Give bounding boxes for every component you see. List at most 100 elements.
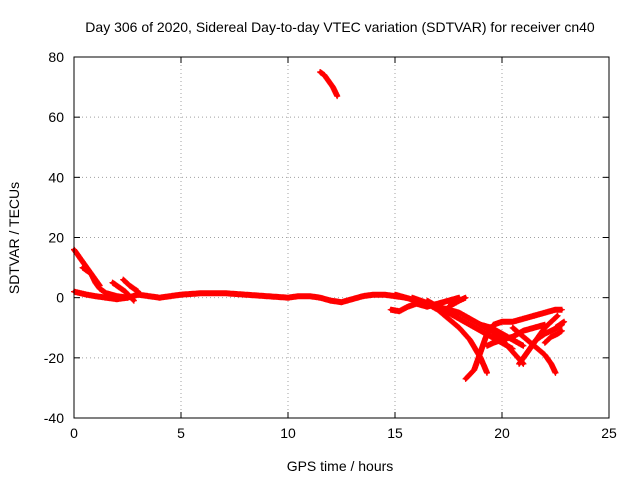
y-tick-label: -40 — [44, 410, 64, 426]
y-tick-label: 60 — [48, 109, 64, 125]
x-tick-label: 5 — [177, 425, 185, 441]
x-tick-label: 20 — [494, 425, 510, 441]
data-point — [558, 323, 562, 327]
data-point — [560, 308, 564, 312]
x-tick-label: 25 — [601, 425, 617, 441]
series-arc-11 — [445, 294, 469, 310]
data-point — [265, 294, 269, 298]
data-point — [532, 326, 536, 330]
data-point — [549, 320, 553, 324]
data-point — [521, 335, 526, 339]
data-point — [553, 308, 558, 312]
series-arc-17 — [520, 312, 561, 361]
data-point — [549, 335, 553, 339]
data-point — [80, 259, 85, 264]
data-point — [543, 311, 547, 315]
data-point — [406, 305, 410, 309]
data-point — [286, 296, 290, 300]
series-arc-18 — [531, 306, 565, 319]
data-point — [123, 290, 127, 294]
data-point — [115, 284, 119, 288]
data-point — [556, 332, 560, 336]
data-point — [532, 341, 536, 345]
data-point — [128, 284, 132, 288]
data-point — [457, 317, 461, 321]
y-axis-label: SDTVAR / TECUs — [6, 182, 22, 294]
data-point — [468, 338, 472, 342]
data-point — [457, 311, 461, 315]
x-tick-label: 10 — [280, 425, 296, 441]
data-point — [560, 329, 564, 333]
grid-lines — [74, 57, 609, 418]
data-point — [485, 344, 489, 348]
data-point — [335, 94, 339, 98]
x-axis-label: GPS time / hours — [287, 458, 394, 474]
data-point — [397, 309, 401, 313]
series-arc-20 — [541, 327, 565, 346]
data-point — [485, 332, 489, 336]
data-point — [464, 296, 468, 300]
series-arc-3 — [79, 264, 103, 289]
data-point — [511, 347, 515, 351]
y-tick-label: 80 — [48, 49, 64, 65]
data-point — [361, 294, 365, 298]
data-point — [121, 278, 125, 282]
data-point — [553, 326, 558, 330]
data-point — [511, 335, 515, 339]
data-point — [500, 320, 504, 324]
series-points-arc-9 — [409, 294, 527, 367]
axes: 0 5 10 15 20 25 -40 -20 0 20 40 60 80 — [44, 49, 617, 441]
data-point — [389, 308, 393, 312]
data-point — [350, 297, 354, 301]
data-point — [132, 299, 136, 303]
data-point — [76, 253, 80, 258]
data-point — [500, 338, 504, 342]
data-point — [158, 296, 162, 300]
y-tick-label: 20 — [48, 230, 64, 246]
y-tick-label: 40 — [48, 169, 64, 185]
data-point — [78, 291, 83, 295]
data-points — [71, 69, 568, 382]
data-point — [115, 294, 119, 298]
data-point — [147, 294, 151, 298]
data-point — [297, 294, 301, 298]
data-point — [85, 268, 89, 273]
data-point — [562, 320, 566, 324]
series-arc-6 — [317, 69, 341, 100]
data-point — [479, 323, 483, 327]
data-point — [511, 320, 515, 324]
data-point — [553, 371, 558, 375]
data-point — [200, 291, 204, 295]
data-point — [128, 294, 132, 298]
y-tick-label: 0 — [56, 290, 64, 306]
series-arc-5 — [120, 276, 142, 295]
data-point — [446, 311, 451, 315]
data-point — [543, 341, 547, 345]
data-point — [425, 299, 429, 303]
data-point — [556, 314, 560, 318]
data-point — [322, 73, 326, 77]
data-point — [489, 335, 493, 339]
data-point — [419, 299, 423, 303]
x-tick-label: 15 — [387, 425, 403, 441]
data-point — [500, 332, 504, 336]
data-point — [329, 299, 333, 303]
data-point — [479, 350, 483, 354]
data-point — [521, 356, 526, 360]
data-point — [485, 371, 489, 375]
data-point — [549, 362, 553, 366]
data-point — [543, 326, 547, 330]
data-point — [468, 323, 472, 327]
data-point — [532, 314, 536, 318]
data-point — [404, 296, 408, 300]
data-point — [85, 293, 89, 297]
data-point — [491, 341, 496, 345]
data-point — [489, 326, 493, 330]
data-point — [104, 291, 108, 295]
y-tick-label: -20 — [44, 350, 64, 366]
data-point — [110, 281, 115, 285]
data-point — [521, 344, 526, 348]
data-point — [472, 368, 476, 372]
data-point — [479, 329, 483, 333]
series-arc-4 — [109, 279, 137, 304]
